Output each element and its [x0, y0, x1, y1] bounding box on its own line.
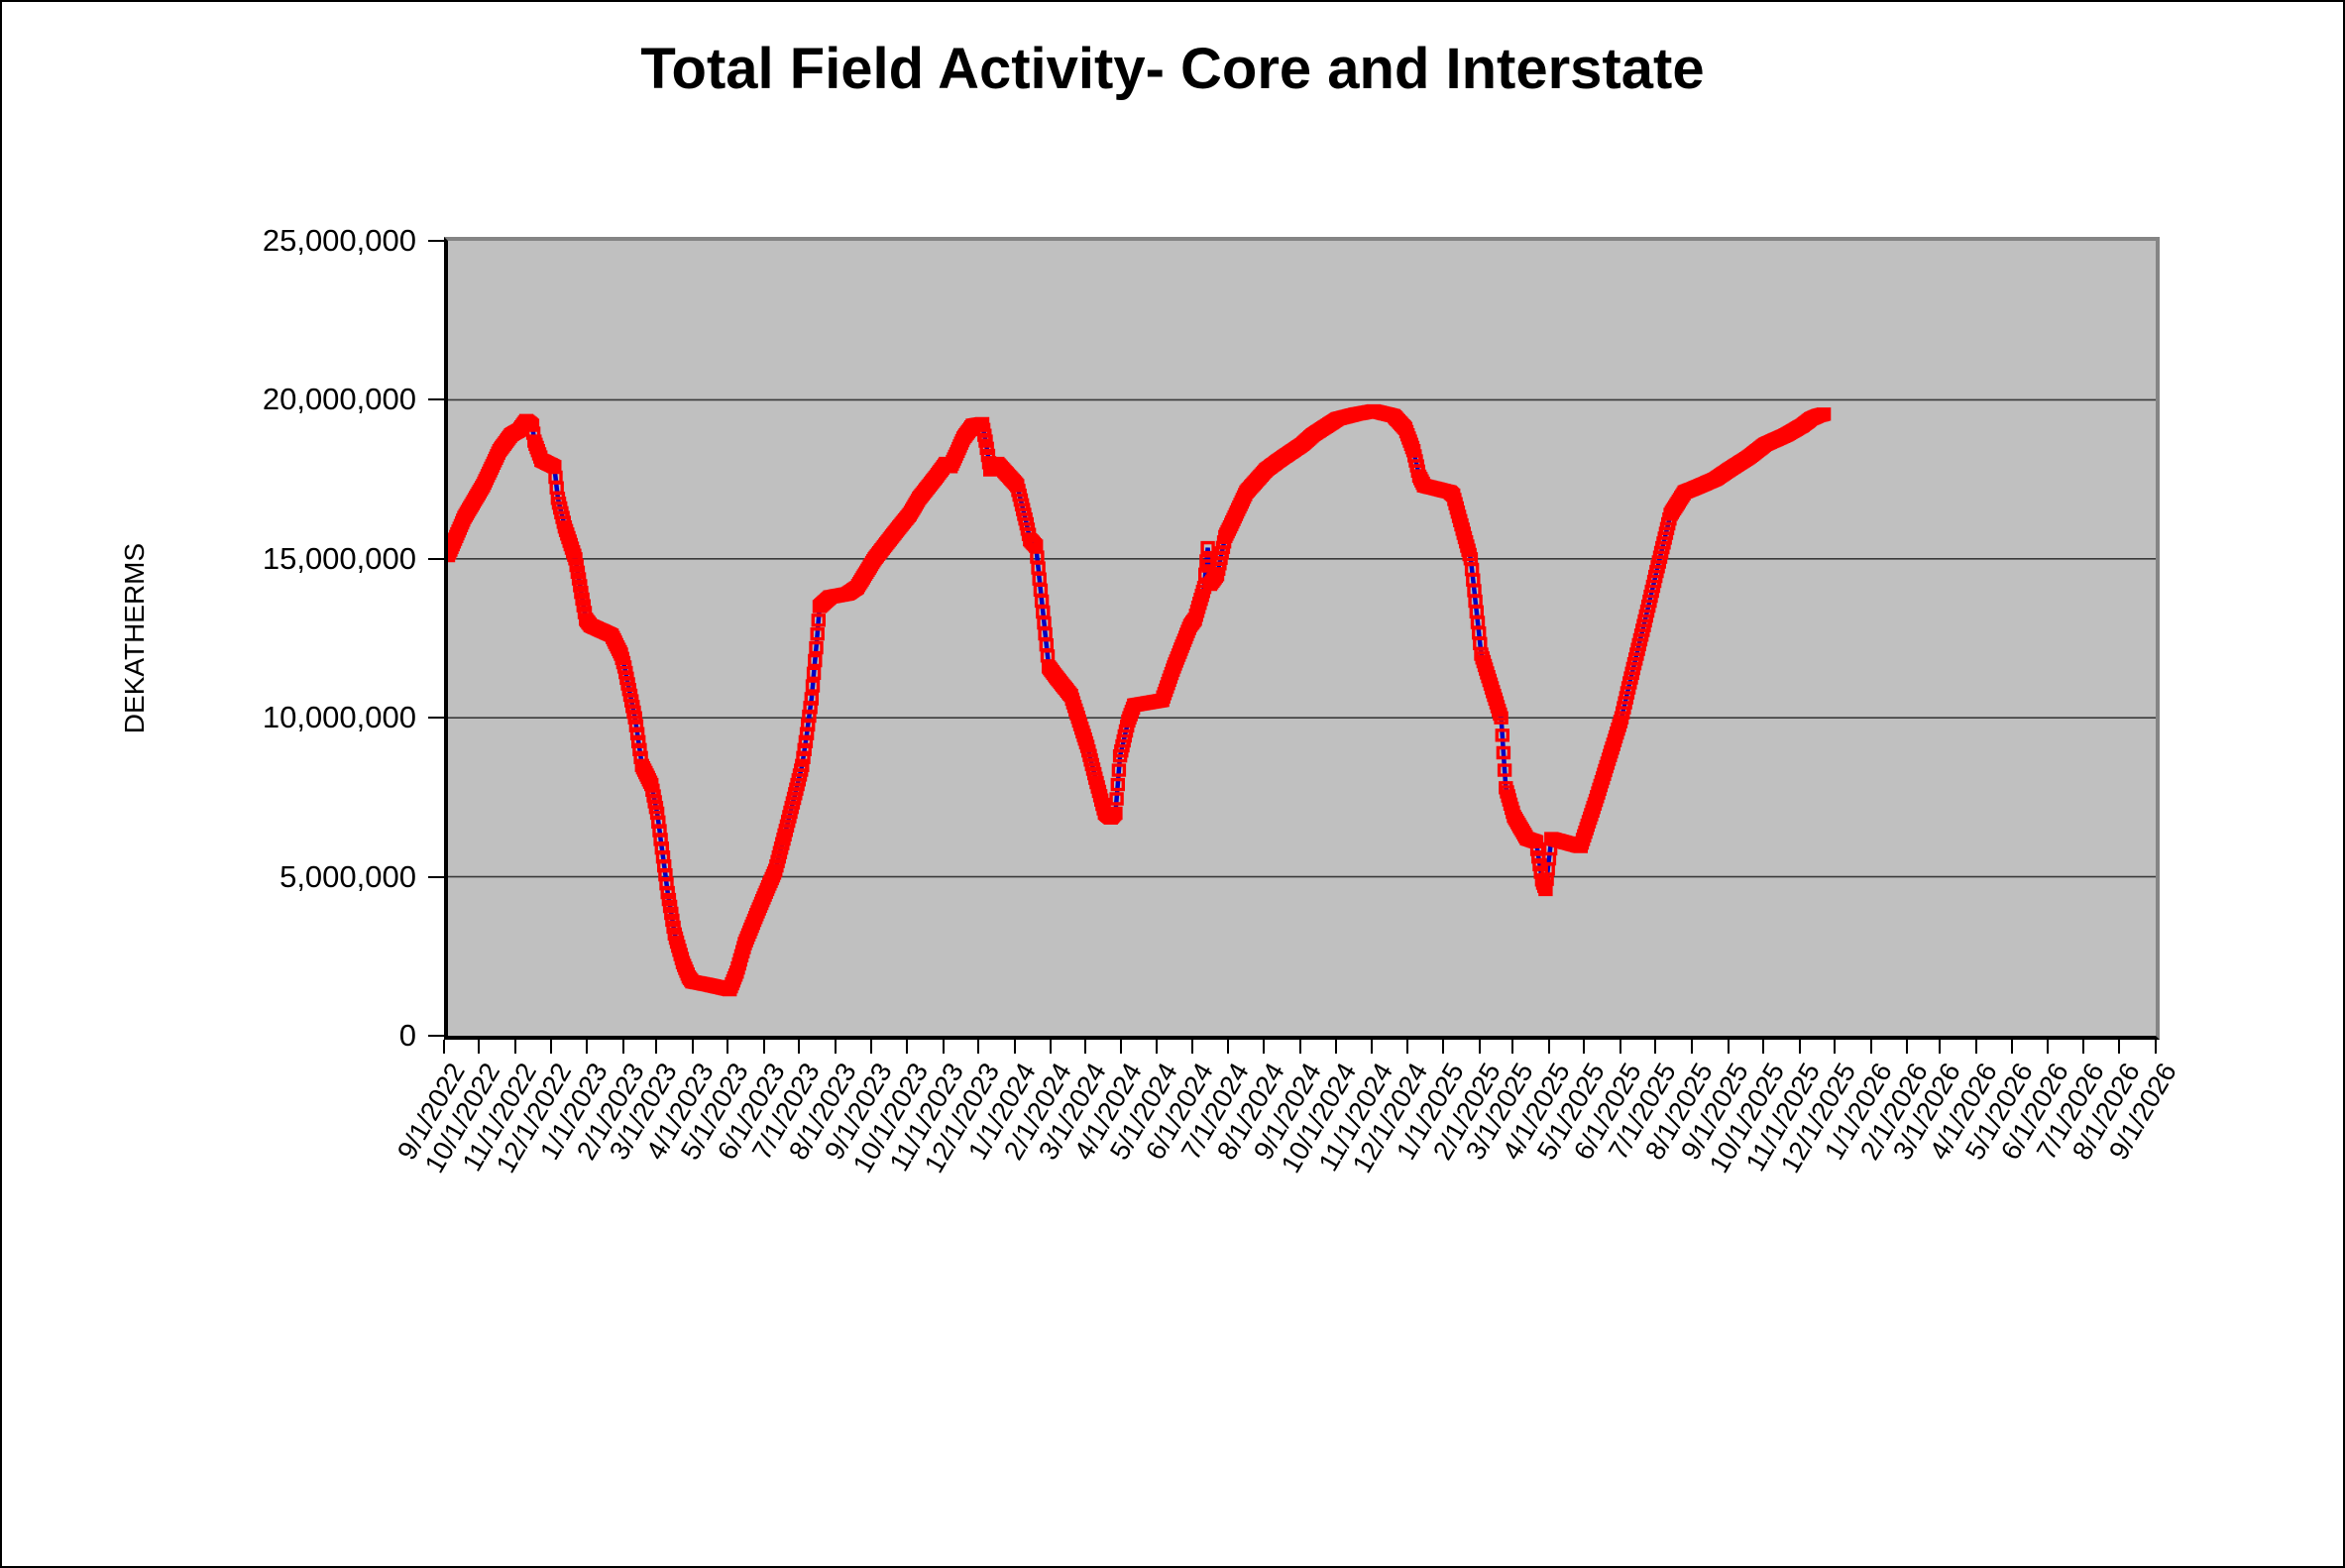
y-tick-label: 0 — [398, 1018, 416, 1053]
x-tick — [2118, 1040, 2121, 1054]
x-tick — [1798, 1040, 1801, 1054]
x-tick — [478, 1040, 481, 1054]
x-tick — [1083, 1040, 1086, 1054]
y-tick-label: 15,000,000 — [262, 540, 416, 576]
x-tick — [586, 1040, 589, 1054]
y-tick — [428, 557, 444, 560]
x-tick — [1583, 1040, 1586, 1054]
y-tick-label: 10,000,000 — [262, 700, 416, 735]
x-tick — [1547, 1040, 1550, 1054]
x-tick — [762, 1040, 765, 1054]
plot-area — [444, 237, 2160, 1040]
y-tick — [428, 717, 444, 720]
x-tick — [870, 1040, 873, 1054]
x-tick — [2081, 1040, 2084, 1054]
x-tick — [443, 1040, 445, 1054]
x-tick — [1226, 1040, 1229, 1054]
x-tick — [1939, 1040, 1942, 1054]
x-tick — [1869, 1040, 1872, 1054]
x-tick — [2047, 1040, 2050, 1054]
x-tick — [1975, 1040, 1978, 1054]
x-tick — [2155, 1040, 2157, 1054]
x-tick — [1050, 1040, 1053, 1054]
x-tick — [1263, 1040, 1266, 1054]
x-tick — [514, 1040, 517, 1054]
x-tick — [977, 1040, 980, 1054]
x-tick — [905, 1040, 908, 1054]
x-tick — [1013, 1040, 1016, 1054]
x-tick — [1299, 1040, 1302, 1054]
x-tick — [1762, 1040, 1764, 1054]
x-tick — [834, 1040, 837, 1054]
x-tick — [1511, 1040, 1514, 1054]
x-tick — [1727, 1040, 1730, 1054]
x-tick — [798, 1040, 801, 1054]
x-tick — [1155, 1040, 1158, 1054]
x-tick — [1120, 1040, 1123, 1054]
x-tick — [726, 1040, 729, 1054]
y-tick-label: 5,000,000 — [279, 858, 416, 894]
x-tick — [1334, 1040, 1337, 1054]
y-tick — [428, 398, 444, 401]
x-tick — [2010, 1040, 2013, 1054]
x-tick — [1191, 1040, 1194, 1054]
x-tick — [1478, 1040, 1481, 1054]
series-markers — [448, 403, 1832, 997]
x-tick — [1405, 1040, 1408, 1054]
x-tick — [621, 1040, 624, 1054]
x-tick — [1654, 1040, 1657, 1054]
x-tick — [1442, 1040, 1445, 1054]
y-tick — [428, 1035, 444, 1037]
y-tick-label: 25,000,000 — [262, 223, 416, 258]
x-tick — [942, 1040, 945, 1054]
x-tick — [1619, 1040, 1621, 1054]
x-tick — [549, 1040, 552, 1054]
x-tick — [1690, 1040, 1693, 1054]
y-tick-label: 20,000,000 — [262, 382, 416, 417]
x-tick — [654, 1040, 657, 1054]
y-tick — [428, 240, 444, 242]
y-tick — [428, 875, 444, 878]
y-axis-title: DEKATHERMS — [119, 542, 150, 734]
x-tick — [1906, 1040, 1909, 1054]
x-tick — [691, 1040, 694, 1054]
x-tick — [1371, 1040, 1374, 1054]
chart-svg — [448, 398, 2156, 997]
x-tick — [1834, 1040, 1837, 1054]
chart-title: Total Field Activity- Core and Interstat… — [640, 37, 1705, 101]
